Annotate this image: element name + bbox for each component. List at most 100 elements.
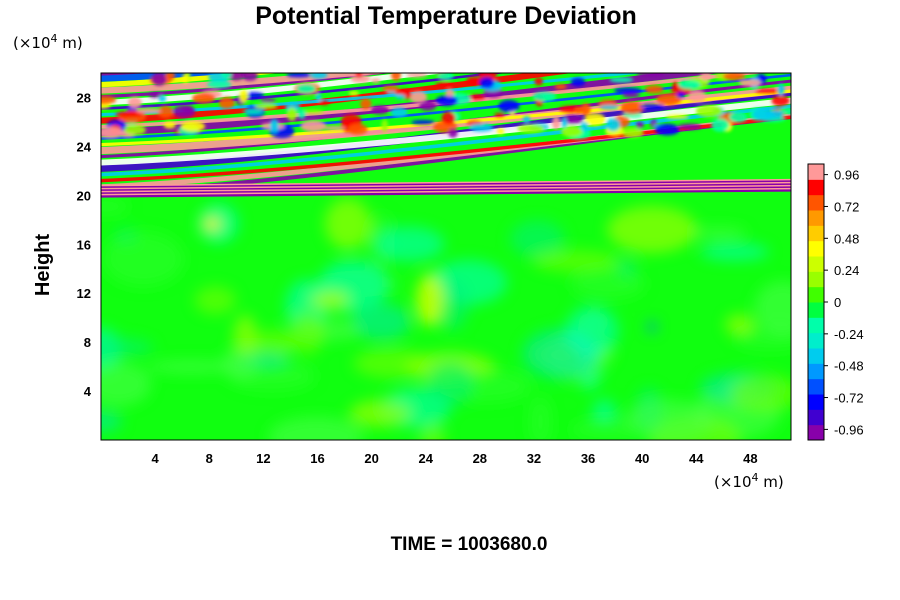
field-blob bbox=[148, 91, 163, 98]
x-axis-ticks: 4 8 12 16 20 24 28 32 36 40 44 48 bbox=[152, 451, 758, 466]
colorbar-swatch bbox=[808, 363, 824, 380]
field-blob bbox=[374, 226, 445, 262]
colorbar-swatch bbox=[808, 225, 824, 242]
field-blob bbox=[286, 107, 297, 122]
field-blob bbox=[165, 73, 176, 81]
field-blob bbox=[194, 286, 237, 315]
colorbar-swatch bbox=[808, 317, 824, 334]
field-blob bbox=[605, 118, 621, 132]
field-blob bbox=[300, 120, 327, 132]
field-blob bbox=[437, 73, 454, 81]
field-blob bbox=[445, 88, 455, 97]
field-blob bbox=[411, 120, 436, 125]
field-blob bbox=[771, 95, 790, 107]
field-blob bbox=[135, 108, 162, 114]
field-blob bbox=[689, 226, 747, 239]
chart-title: Potential Temperature Deviation bbox=[255, 2, 637, 30]
colorbar-swatch bbox=[808, 271, 824, 288]
colorbar-swatch bbox=[808, 210, 824, 226]
y-tick-label: 20 bbox=[77, 188, 91, 203]
field-blob bbox=[561, 117, 568, 129]
colorbar-swatch bbox=[808, 240, 824, 257]
field-blob bbox=[739, 79, 762, 87]
colorbar-swatch bbox=[808, 424, 824, 441]
field-blob bbox=[360, 98, 372, 110]
field-blob bbox=[607, 205, 697, 254]
x-tick-label: 4 bbox=[152, 451, 160, 466]
field-blob bbox=[310, 73, 328, 79]
x-tick-label: 12 bbox=[256, 451, 270, 466]
colorbar-tick-label: -0.96 bbox=[834, 422, 864, 437]
field-blob bbox=[218, 96, 235, 109]
colorbar: 0.96 0.72 0.48 0.24 0 -0.24 -0.48 -0.72 -0.96 bbox=[807, 163, 864, 441]
wave-band bbox=[101, 187, 791, 197]
field-blob bbox=[676, 92, 686, 98]
field-blob bbox=[349, 399, 412, 428]
x-tick-label: 28 bbox=[473, 451, 487, 466]
field-blob bbox=[570, 268, 646, 300]
field-blob bbox=[347, 123, 368, 135]
y-tick-label: 8 bbox=[84, 335, 91, 350]
x-tick-label: 24 bbox=[418, 451, 433, 466]
field-blob bbox=[180, 121, 206, 132]
y-axis-unit: (×104 m) bbox=[13, 32, 83, 52]
field-blob bbox=[192, 92, 216, 104]
field-blob bbox=[250, 329, 298, 357]
field-blob bbox=[621, 127, 644, 138]
field-blob bbox=[609, 77, 634, 83]
field-blob bbox=[390, 107, 408, 118]
field-blob bbox=[353, 348, 433, 379]
field-blob bbox=[127, 96, 142, 109]
colorbar-swatch bbox=[808, 378, 824, 395]
wave-band bbox=[101, 73, 390, 94]
field-blob bbox=[115, 111, 143, 118]
field-blob bbox=[479, 77, 495, 89]
field-blob bbox=[301, 109, 325, 114]
field-blob bbox=[665, 114, 690, 119]
field-blob bbox=[677, 123, 702, 130]
field-blob bbox=[355, 73, 363, 78]
field-blob bbox=[620, 101, 645, 115]
colorbar-swatch bbox=[808, 394, 824, 410]
field-blob bbox=[561, 125, 583, 138]
field-blob bbox=[654, 123, 680, 136]
field-blob bbox=[729, 374, 791, 412]
x-tick-label: 32 bbox=[527, 451, 541, 466]
field-blob bbox=[239, 89, 249, 103]
field-blob bbox=[382, 85, 400, 92]
x-tick-label: 48 bbox=[743, 451, 757, 466]
field-blob bbox=[350, 74, 371, 83]
field-blob bbox=[297, 109, 306, 119]
field-blob bbox=[220, 73, 232, 79]
x-tick-label: 8 bbox=[206, 451, 213, 466]
upper-blobs bbox=[101, 73, 791, 140]
field-blob bbox=[102, 231, 184, 287]
field-blob bbox=[752, 108, 775, 121]
field-blob bbox=[575, 107, 582, 115]
field-blob bbox=[181, 73, 189, 84]
field-blob bbox=[315, 93, 322, 102]
field-blob bbox=[695, 105, 723, 118]
field-blob bbox=[391, 73, 401, 81]
field-blob bbox=[101, 198, 130, 215]
field-blob bbox=[517, 124, 545, 133]
colorbar-tick-label: 0.48 bbox=[834, 231, 859, 246]
field-blob bbox=[672, 81, 680, 90]
field-blob bbox=[636, 73, 665, 77]
colorbar-tick-label: 0.24 bbox=[834, 263, 859, 278]
field-blob bbox=[323, 126, 346, 131]
colorbar-swatch bbox=[808, 179, 824, 196]
colorbar-swatch bbox=[808, 286, 824, 303]
field-blob bbox=[570, 77, 586, 87]
field-blob bbox=[529, 395, 552, 440]
field-blob bbox=[700, 242, 770, 261]
x-axis-unit: (×104 m) bbox=[714, 471, 784, 491]
field-blob bbox=[639, 103, 665, 109]
wave-band bbox=[101, 189, 791, 198]
lower-turbulence bbox=[101, 198, 791, 440]
field-blob bbox=[678, 80, 701, 90]
field-blob bbox=[565, 305, 619, 357]
field-blob bbox=[157, 105, 174, 119]
field-blob bbox=[509, 219, 565, 258]
